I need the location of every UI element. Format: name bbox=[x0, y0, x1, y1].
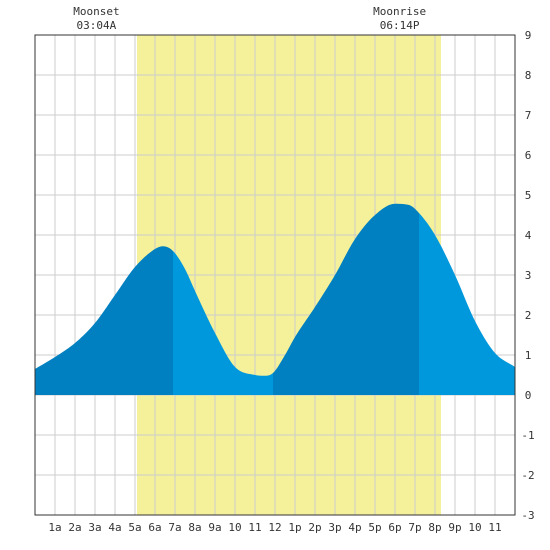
rising-tide-area bbox=[35, 246, 173, 395]
rising-tide-area bbox=[273, 203, 419, 395]
x-tick-label: 4a bbox=[108, 521, 121, 534]
moon-event-time: 03:04A bbox=[77, 19, 117, 32]
x-tick-label: 11 bbox=[248, 521, 261, 534]
x-tick-label: 2p bbox=[308, 521, 321, 534]
plot-frame bbox=[34, 34, 516, 516]
y-tick-label: 7 bbox=[525, 109, 532, 122]
y-tick-label: -3 bbox=[521, 509, 534, 522]
y-tick-label: 3 bbox=[525, 269, 532, 282]
y-tick-label: 8 bbox=[525, 69, 532, 82]
x-tick-label: 8a bbox=[188, 521, 201, 534]
moon-event-label: Moonset bbox=[73, 5, 119, 18]
x-tick-label: 8p bbox=[428, 521, 441, 534]
x-tick-label: 1a bbox=[48, 521, 61, 534]
y-tick-label: 1 bbox=[525, 349, 532, 362]
x-tick-label: 10 bbox=[228, 521, 241, 534]
y-tick-label: 4 bbox=[525, 229, 532, 242]
y-tick-label: 9 bbox=[525, 29, 532, 42]
x-tick-label: 3p bbox=[328, 521, 341, 534]
y-tick-label: 2 bbox=[525, 309, 532, 322]
y-tick-label: 0 bbox=[525, 389, 532, 402]
y-tick-label: 6 bbox=[525, 149, 532, 162]
y-tick-label: -1 bbox=[521, 429, 534, 442]
y-tick-labels: -3 -2 -1 0 1 2 3 4 5 6 7 8 9 bbox=[521, 29, 534, 522]
x-tick-label: 3a bbox=[88, 521, 101, 534]
x-tick-label: 6p bbox=[388, 521, 401, 534]
y-tick-label: 5 bbox=[525, 189, 532, 202]
moon-event-label: Moonrise bbox=[373, 5, 426, 18]
falling-tide-area bbox=[419, 213, 515, 395]
y-tick-label: -2 bbox=[521, 469, 534, 482]
x-tick-label: 7a bbox=[168, 521, 181, 534]
x-tick-label: 6a bbox=[148, 521, 161, 534]
x-tick-label: 9p bbox=[448, 521, 461, 534]
moon-event-time: 06:14P bbox=[380, 19, 420, 32]
x-tick-label: 5p bbox=[368, 521, 381, 534]
x-tick-label: 7p bbox=[408, 521, 421, 534]
x-tick-label: 12 bbox=[268, 521, 281, 534]
x-tick-labels: 1a 2a 3a 4a 5a 6a 7a 8a 9a 10 11 12 1p 2p 3p 4p 5p 6p 7p 8p… bbox=[48, 521, 501, 534]
x-tick-label: 5a bbox=[128, 521, 141, 534]
x-tick-label: 11 bbox=[488, 521, 501, 534]
x-tick-label: 9a bbox=[208, 521, 221, 534]
x-tick-label: 10 bbox=[468, 521, 481, 534]
x-tick-label: 2a bbox=[68, 521, 81, 534]
x-tick-label: 1p bbox=[288, 521, 301, 534]
falling-tide-area bbox=[173, 251, 273, 395]
x-tick-label: 4p bbox=[348, 521, 361, 534]
tide-area-layer bbox=[35, 203, 515, 395]
